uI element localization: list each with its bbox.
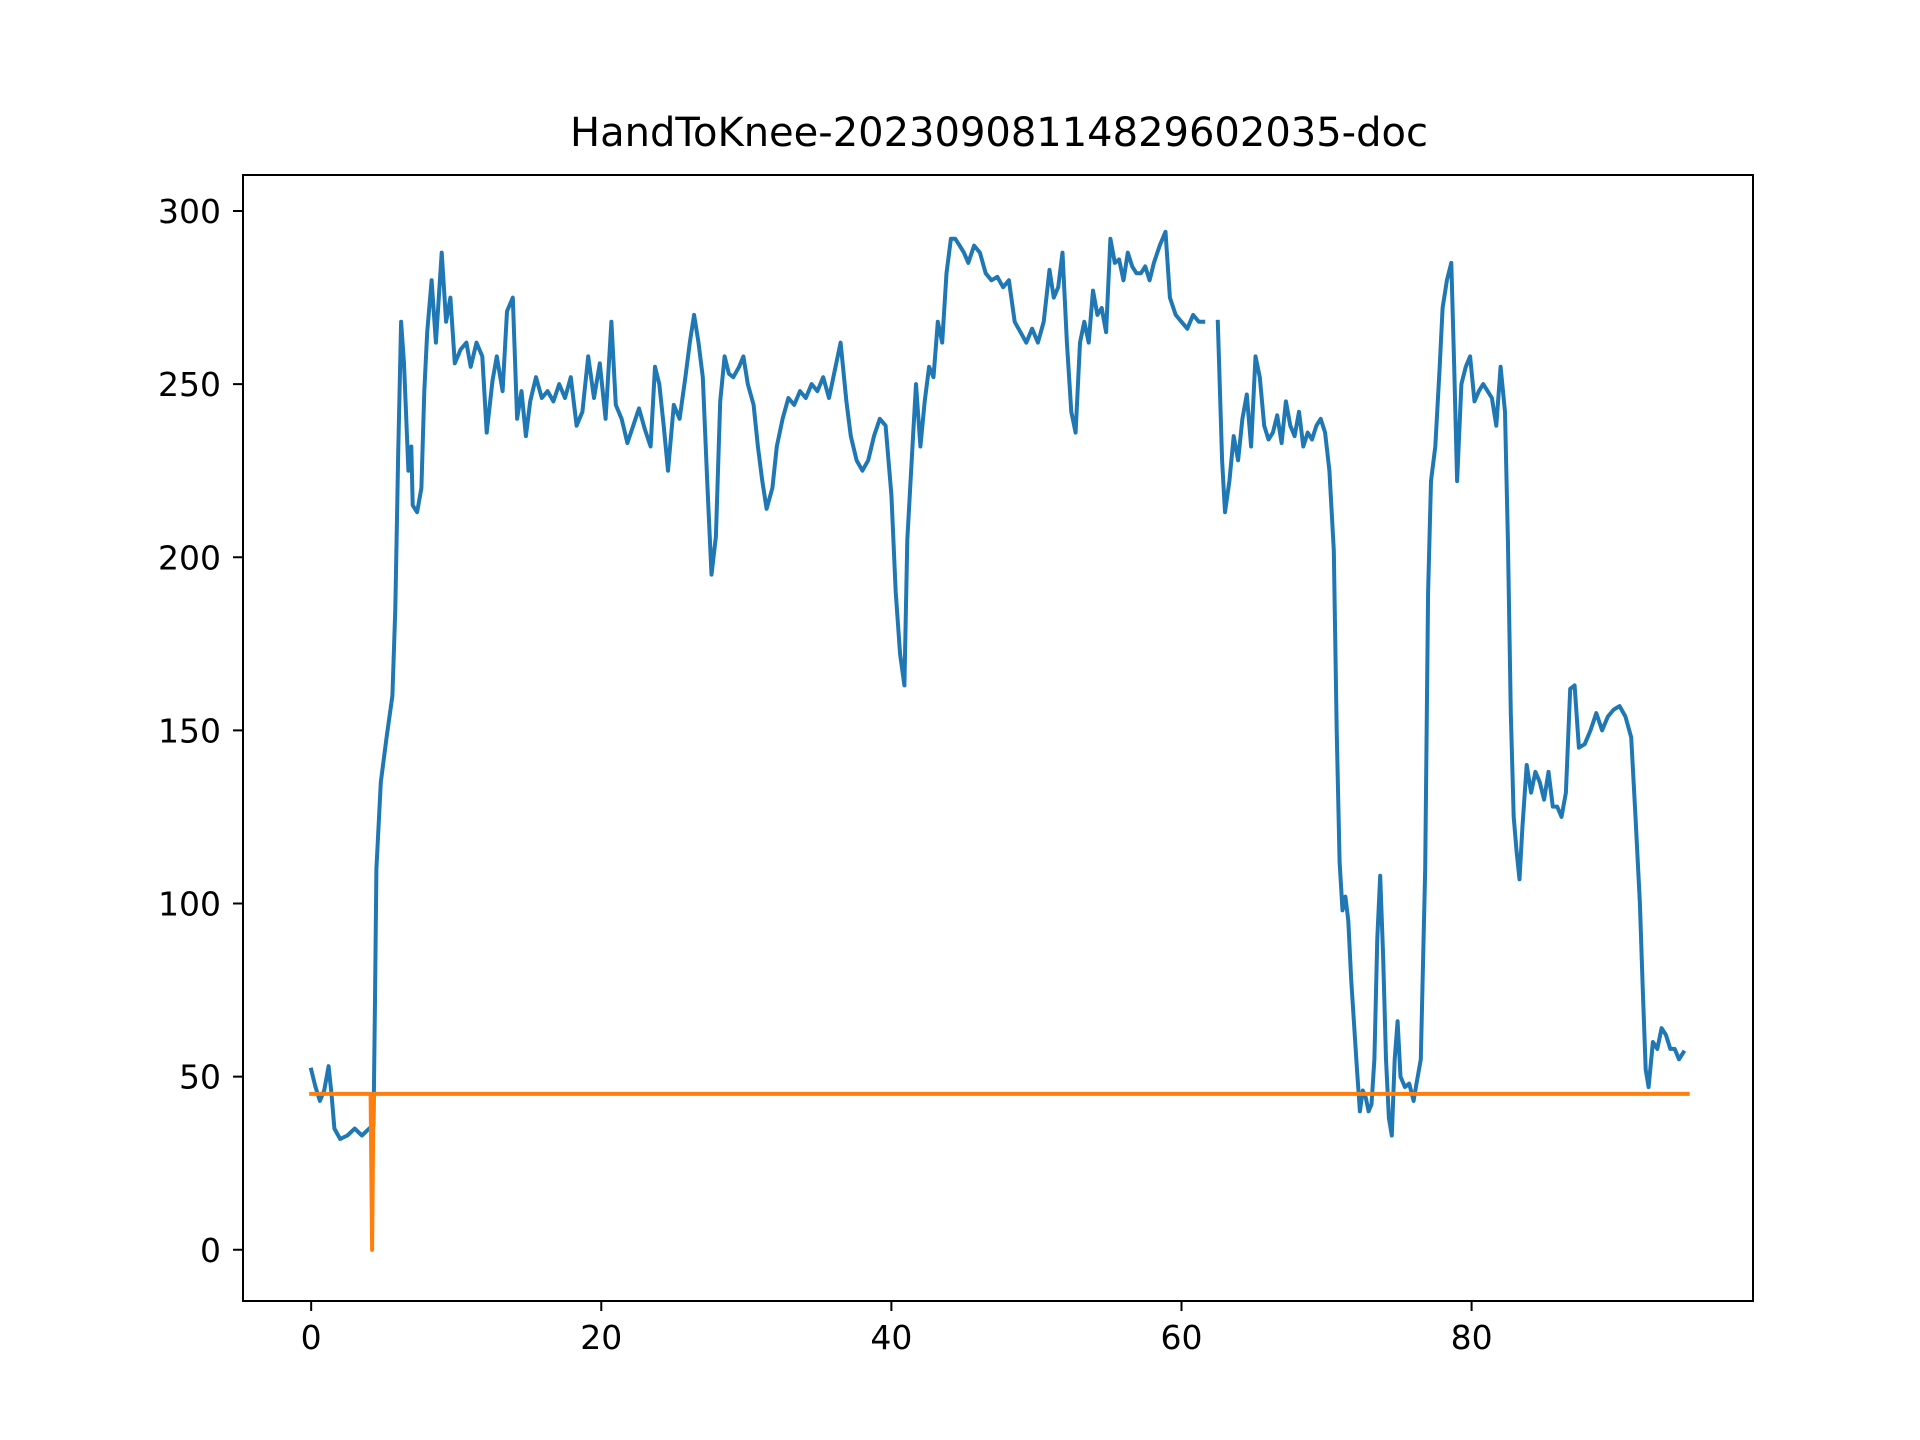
y-tick-label: 150: [158, 711, 221, 750]
chart-title: HandToKnee-20230908114829602035-doc: [570, 110, 1428, 156]
x-tick-label: 40: [870, 1318, 912, 1357]
y-tick-label: 250: [158, 365, 221, 404]
series-line-2: [1215, 260, 1687, 1138]
x-tick-label: 60: [1160, 1318, 1202, 1357]
y-tick-label: 0: [200, 1231, 221, 1270]
y-tick-label: 200: [158, 538, 221, 577]
y-tick-label: 100: [158, 885, 221, 924]
series-layer: [308, 229, 1690, 1252]
series-line-1: [308, 229, 1206, 1141]
x-tick-label: 80: [1451, 1318, 1493, 1357]
y-tick-label: 50: [179, 1058, 221, 1097]
plot-area-frame: [242, 174, 1754, 1302]
y-axis: 0 50 100 150 200 250 300: [158, 192, 243, 1270]
x-tick-label: 0: [301, 1318, 322, 1357]
x-axis: 0 20 40 60 80: [301, 1301, 1493, 1357]
x-tick-label: 20: [580, 1318, 622, 1357]
series-line-3: [309, 1091, 1690, 1252]
y-tick-label: 300: [158, 192, 221, 231]
